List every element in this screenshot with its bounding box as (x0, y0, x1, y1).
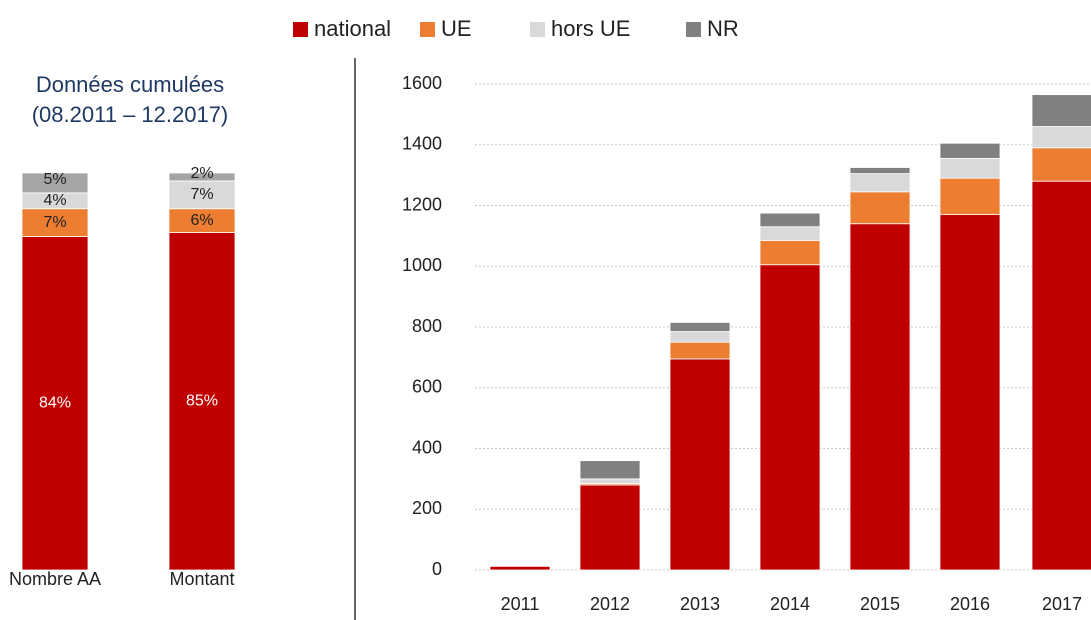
bar-segment (579, 484, 641, 571)
bar-segment (849, 173, 911, 193)
bar-segment (669, 341, 731, 360)
y-tick-label: 1200 (402, 194, 442, 214)
y-tick-label: 0 (432, 559, 442, 579)
bar-segment (759, 226, 821, 241)
bar-segment (579, 460, 641, 480)
bar-segment (669, 331, 731, 343)
x-tick-label: 2014 (770, 594, 810, 614)
bar-segment (759, 240, 821, 266)
x-tick-label: 2013 (680, 594, 720, 614)
legend-swatch (420, 22, 435, 37)
y-tick-label: 200 (412, 498, 442, 518)
bar-segment (759, 212, 821, 228)
bar-segment (1031, 94, 1091, 127)
bar-segment (21, 236, 89, 571)
bar-segment (669, 322, 731, 332)
bar-segment (849, 191, 911, 225)
bar-segment (1031, 147, 1091, 182)
x-tick-label: 2017 (1042, 594, 1082, 614)
y-tick-label: 600 (412, 377, 442, 397)
y-tick-label: 1600 (402, 73, 442, 93)
data-label: 4% (43, 192, 66, 209)
bar-segment (168, 180, 236, 210)
legend-swatch (530, 22, 545, 37)
data-label: 6% (190, 212, 213, 229)
bar-segment (939, 142, 1001, 159)
legend-swatch (686, 22, 701, 37)
bar-segment (669, 358, 731, 571)
data-label: 85% (186, 392, 218, 409)
legend-label: UE (441, 16, 472, 41)
bar-segment (1031, 180, 1091, 571)
x-tick-label: Montant (169, 569, 234, 589)
x-tick-label: 2012 (590, 594, 630, 614)
bar-segment (939, 214, 1001, 571)
bar-segment (579, 478, 641, 484)
x-tick-label: Nombre AA (9, 569, 101, 589)
bar-segment (21, 208, 89, 237)
bar-segment (1031, 126, 1091, 149)
bar-segment (489, 565, 551, 571)
legend-label: hors UE (551, 16, 630, 41)
y-tick-label: 400 (412, 437, 442, 457)
y-tick-label: 1000 (402, 255, 442, 275)
data-label: 7% (43, 214, 66, 231)
bar-segment (168, 232, 236, 571)
legend-label: NR (707, 16, 739, 41)
legend-swatch (293, 22, 308, 37)
left-subtitle: (08.2011 – 12.2017) (32, 102, 229, 127)
bar-segment (939, 177, 1001, 216)
x-tick-label: 2016 (950, 594, 990, 614)
bar-segment (759, 264, 821, 571)
bar-segment (849, 223, 911, 571)
x-tick-label: 2011 (501, 594, 540, 614)
left-title: Données cumulées (36, 72, 224, 97)
data-label: 2% (190, 165, 213, 182)
bar-segment (168, 172, 236, 182)
bar-segment (939, 158, 1001, 179)
legend-label: national (314, 16, 391, 41)
data-label: 7% (190, 186, 213, 203)
bar-segment (21, 172, 89, 194)
bar-segment (849, 167, 911, 175)
y-tick-label: 1400 (402, 134, 442, 154)
data-label: 84% (39, 394, 71, 411)
y-tick-label: 800 (412, 316, 442, 336)
x-tick-label: 2015 (860, 594, 900, 614)
data-label: 5% (43, 171, 66, 188)
